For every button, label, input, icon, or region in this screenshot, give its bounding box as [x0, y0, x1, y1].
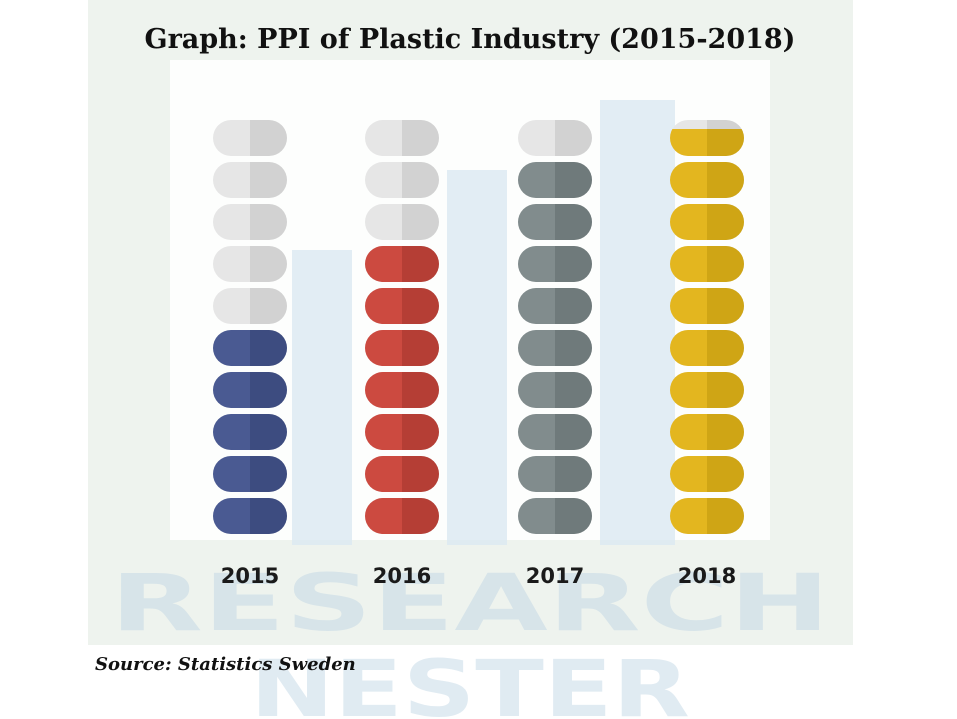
pill-2017-5 [518, 330, 592, 366]
bar-2018 [670, 120, 744, 534]
pill-2018-6 [670, 288, 744, 324]
pill-2015-9 [213, 162, 287, 198]
pill-2018-8 [670, 204, 744, 240]
category-labels: 2015 2016 2017 2018 [221, 564, 736, 588]
pill-2015-4 [213, 372, 287, 408]
pill-2016-10 [365, 120, 439, 156]
pill-2016-2 [365, 456, 439, 492]
watermark-line-2: NESTER [250, 645, 690, 719]
pill-2018-7 [670, 246, 744, 282]
pill-2017-8 [518, 204, 592, 240]
pill-2015-2 [213, 456, 287, 492]
watermark: RESEARCH NESTER [110, 559, 830, 719]
chart-title: Graph: PPI of Plastic Industry (2015-201… [145, 24, 796, 55]
source-note: Source: Statistics Sweden [95, 654, 356, 675]
pill-2018-3 [670, 414, 744, 450]
pill-2016-1 [365, 498, 439, 534]
pill-2018-5 [670, 330, 744, 366]
pill-2016-3 [365, 414, 439, 450]
bar-2017 [518, 120, 592, 534]
background-decoration [88, 0, 853, 645]
watermark-line-1: RESEARCH [110, 559, 830, 649]
bar-2016 [365, 120, 439, 534]
pill-2017-2 [518, 456, 592, 492]
pill-2016-6 [365, 288, 439, 324]
pill-2017-10 [518, 120, 592, 156]
pill-2016-9 [365, 162, 439, 198]
pill-2017-7 [518, 246, 592, 282]
bg-bar-1 [292, 250, 352, 545]
pill-2015-10 [213, 120, 287, 156]
pill-2016-4 [365, 372, 439, 408]
pill-2018-4 [670, 372, 744, 408]
pill-2018-1 [670, 498, 744, 534]
pill-2017-3 [518, 414, 592, 450]
pill-2017-9 [518, 162, 592, 198]
category-label-2017: 2017 [526, 564, 584, 588]
category-label-2018: 2018 [678, 564, 736, 588]
pill-2016-7 [365, 246, 439, 282]
pill-2016-8 [365, 204, 439, 240]
pill-2017-4 [518, 372, 592, 408]
category-label-2015: 2015 [221, 564, 279, 588]
pill-2015-8 [213, 204, 287, 240]
pill-2015-5 [213, 330, 287, 366]
pill-2016-5 [365, 330, 439, 366]
pill-2017-6 [518, 288, 592, 324]
pill-2015-3 [213, 414, 287, 450]
pill-2017-1 [518, 498, 592, 534]
pill-2015-1 [213, 498, 287, 534]
bars [213, 120, 744, 534]
category-label-2016: 2016 [373, 564, 431, 588]
pill-2015-6 [213, 288, 287, 324]
bg-bar-3 [600, 100, 675, 545]
bar-2015 [213, 120, 287, 534]
pill-2018-9 [670, 162, 744, 198]
pill-2015-7 [213, 246, 287, 282]
bg-bar-2 [447, 170, 507, 545]
pill-2018-2 [670, 456, 744, 492]
pill-2018-10 [670, 120, 744, 156]
